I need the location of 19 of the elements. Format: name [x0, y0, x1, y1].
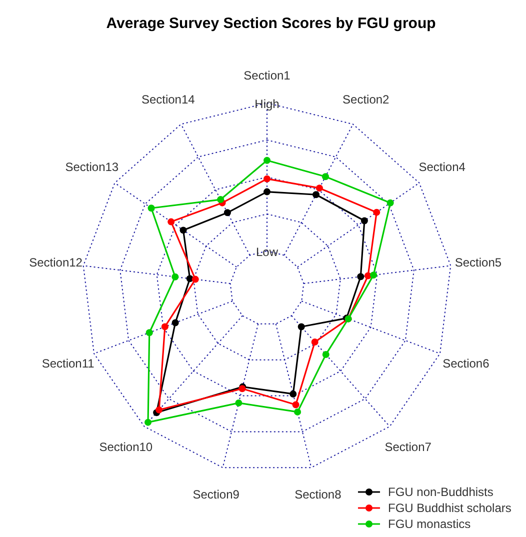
spoke-label: Section10: [99, 440, 153, 454]
spoke-label: Section14: [141, 92, 196, 107]
spoke-label: Section12: [29, 255, 83, 270]
legend-label: FGU monastics: [388, 517, 471, 531]
spoke-label: Section8: [294, 488, 342, 502]
spoke-label: Section2: [342, 92, 390, 107]
spoke-label: Section4: [418, 160, 466, 174]
y-tick-label: High: [254, 97, 280, 111]
spoke-label: Section11: [42, 356, 95, 370]
spoke-label: Section1: [244, 68, 291, 82]
legend-label: FGU non-Buddhists: [388, 485, 494, 499]
spoke-label: Section7: [384, 440, 432, 454]
legend-label: FGU Buddhist scholars: [388, 501, 512, 515]
spoke-label: Section13: [65, 160, 119, 174]
chart-title: Average Survey Section Scores by FGU group: [106, 15, 436, 32]
y-tick-label: Low: [256, 245, 278, 259]
spoke-label: Section5: [454, 255, 502, 270]
spoke-label: Section9: [192, 488, 240, 502]
spoke-label: Section6: [442, 356, 490, 370]
